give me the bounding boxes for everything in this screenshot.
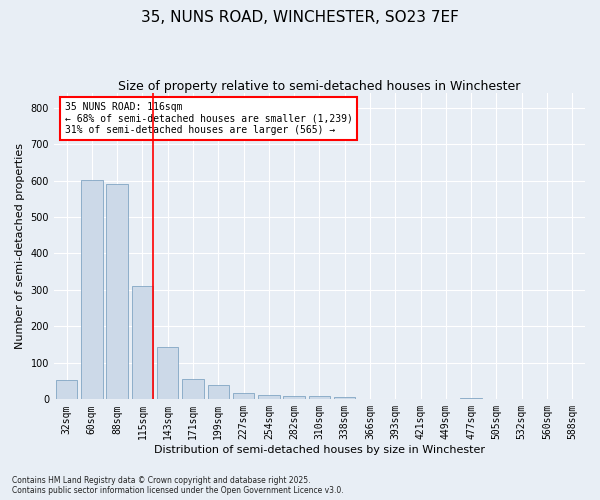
Bar [334, 397, 355, 400]
Bar [460, 398, 482, 400]
Text: 35, NUNS ROAD, WINCHESTER, SO23 7EF: 35, NUNS ROAD, WINCHESTER, SO23 7EF [141, 10, 459, 25]
Bar [182, 378, 204, 400]
Bar [106, 184, 128, 400]
Y-axis label: Number of semi-detached properties: Number of semi-detached properties [15, 143, 25, 349]
Bar [131, 286, 153, 400]
Text: Contains HM Land Registry data © Crown copyright and database right 2025.
Contai: Contains HM Land Registry data © Crown c… [12, 476, 344, 495]
Bar [258, 395, 280, 400]
Bar [56, 380, 77, 400]
Bar [283, 396, 305, 400]
Bar [309, 396, 330, 400]
Title: Size of property relative to semi-detached houses in Winchester: Size of property relative to semi-detach… [118, 80, 521, 93]
Text: 35 NUNS ROAD: 116sqm
← 68% of semi-detached houses are smaller (1,239)
31% of se: 35 NUNS ROAD: 116sqm ← 68% of semi-detac… [65, 102, 352, 136]
Bar [233, 394, 254, 400]
Bar [81, 180, 103, 400]
Bar [157, 347, 178, 400]
Bar [208, 384, 229, 400]
X-axis label: Distribution of semi-detached houses by size in Winchester: Distribution of semi-detached houses by … [154, 445, 485, 455]
